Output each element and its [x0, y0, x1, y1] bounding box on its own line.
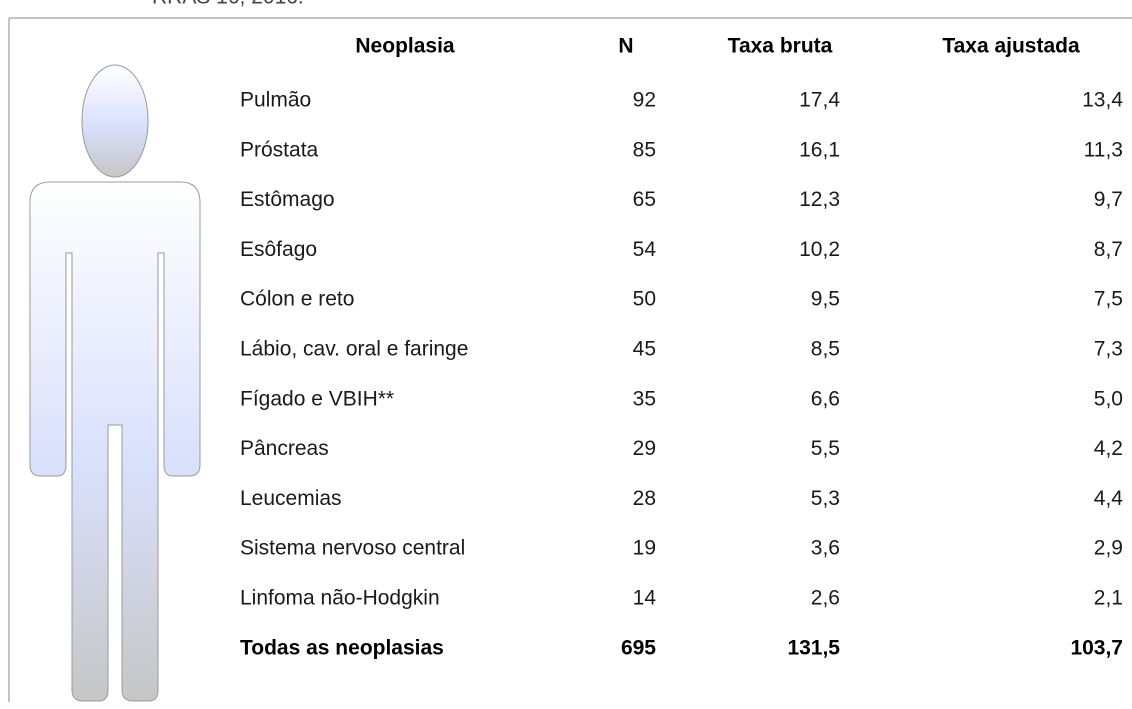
page: RRAS 16, 2016. Neoplasia N Taxa bruta Taxa …	[0, 0, 1132, 709]
value-cell: 65	[633, 188, 656, 211]
value-cell: 13,4	[1082, 89, 1123, 112]
name-cell: Fígado e VBIH**	[240, 387, 394, 410]
value-cell: 2,6	[811, 587, 840, 610]
value-cell: 85	[633, 138, 656, 161]
total-cell: 131,5	[787, 636, 840, 659]
value-cell: 19	[633, 537, 656, 560]
value-cell: 10,2	[799, 238, 840, 261]
value-cell: 6,6	[811, 387, 840, 410]
caption: RRAS 16, 2016.	[152, 0, 304, 9]
value-cell: 45	[633, 338, 656, 361]
value-cell: 2,1	[1094, 587, 1123, 610]
value-cell: 17,4	[799, 89, 840, 112]
value-cell: 14	[633, 587, 657, 610]
value-cell: 7,5	[1094, 288, 1123, 311]
total-cell: 695	[621, 636, 656, 659]
name-cell: Leucemias	[240, 487, 342, 510]
value-cell: 11,3	[1084, 138, 1123, 161]
name-cell: Próstata	[240, 138, 319, 161]
value-cell: 16,1	[799, 138, 840, 161]
header-cell: Taxa ajustada	[942, 35, 1080, 58]
value-cell: 12,3	[799, 188, 840, 211]
value-cell: 3,6	[811, 537, 840, 560]
value-cell: 29	[633, 437, 656, 460]
value-cell: 5,0	[1094, 387, 1123, 410]
figure-head	[82, 65, 148, 177]
total-cell: Todas as neoplasias	[240, 636, 444, 659]
value-cell: 54	[633, 238, 657, 261]
value-cell: 4,2	[1094, 437, 1123, 460]
human-figure	[30, 65, 200, 701]
header-cell: Taxa bruta	[728, 35, 833, 58]
value-cell: 7,3	[1094, 338, 1123, 361]
total-cell: 103,7	[1070, 636, 1123, 659]
value-cell: 9,5	[811, 288, 840, 311]
name-cell: Estômago	[240, 188, 335, 211]
value-cell: 28	[633, 487, 656, 510]
header-cell: Neoplasia	[355, 35, 455, 58]
header-cell: N	[618, 35, 633, 58]
name-cell: Esôfago	[240, 238, 317, 261]
name-cell: Sistema nervoso central	[240, 537, 465, 560]
figure-body	[30, 182, 200, 701]
name-cell: Pâncreas	[240, 437, 329, 460]
value-cell: 5,5	[811, 437, 840, 460]
name-cell: Linfoma não-Hodgkin	[240, 587, 440, 610]
value-cell: 9,7	[1094, 188, 1123, 211]
value-cell: 4,4	[1094, 487, 1124, 510]
value-cell: 8,7	[1094, 238, 1123, 261]
value-cell: 35	[633, 387, 656, 410]
value-cell: 5,3	[811, 487, 840, 510]
name-cell: Cólon e reto	[240, 288, 354, 311]
name-cell: Lábio, cav. oral e faringe	[240, 338, 468, 361]
value-cell: 92	[633, 89, 656, 112]
value-cell: 8,5	[811, 338, 840, 361]
name-cell: Pulmão	[240, 89, 311, 112]
page-canvas: RRAS 16, 2016. Neoplasia N Taxa bruta Taxa …	[0, 0, 1132, 709]
value-cell: 50	[633, 288, 656, 311]
value-cell: 2,9	[1094, 537, 1123, 560]
